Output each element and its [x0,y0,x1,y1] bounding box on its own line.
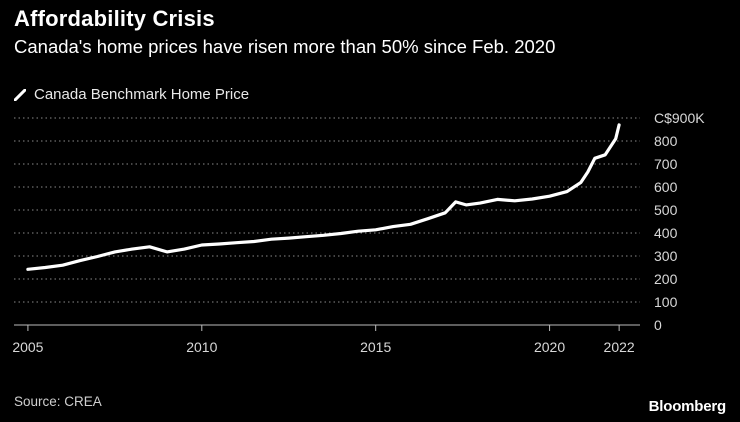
chart-title: Affordability Crisis [14,6,215,31]
chart-subtitle: Canada's home prices have risen more tha… [14,36,556,57]
grid [14,117,640,303]
x-tick-label: 2015 [360,339,391,355]
x-tick-label: 2005 [12,339,43,355]
x-axis-ticks: 2005 2010 2015 2020 2022 [12,325,635,355]
line-legend-icon [14,88,26,101]
series [26,123,621,271]
y-tick-label: 200 [654,271,678,287]
y-tick-label: 100 [654,294,678,310]
y-tick-label: C$900K [654,110,705,126]
y-tick-label: 700 [654,156,678,172]
x-tick-label: 2022 [604,339,635,355]
bloomberg-logo: Bloomberg [648,398,727,415]
y-tick-label: 400 [654,225,678,241]
legend-label: Canada Benchmark Home Price [34,86,250,103]
y-axis: 0 100 200 300 400 500 600 700 800 C$900K [654,110,705,333]
series-line [26,123,621,271]
y-tick-label: 600 [654,179,678,195]
y-tick-label: 500 [654,202,678,218]
y-tick-label: 800 [654,133,678,149]
y-tick-label: 300 [654,248,678,264]
x-tick-label: 2010 [186,339,217,355]
legend: Canada Benchmark Home Price [14,86,249,103]
x-tick-label: 2020 [534,339,565,355]
source-note: Source: CREA [14,394,102,409]
y-tick-label: 0 [654,317,662,333]
